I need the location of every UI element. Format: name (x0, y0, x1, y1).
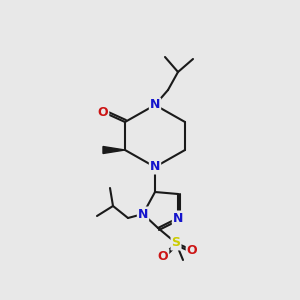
Text: O: O (98, 106, 108, 118)
Text: N: N (173, 212, 183, 224)
Text: S: S (172, 236, 181, 250)
Polygon shape (103, 146, 125, 154)
Text: N: N (138, 208, 148, 220)
Text: N: N (150, 98, 160, 112)
Text: O: O (158, 250, 168, 262)
Text: N: N (150, 160, 160, 173)
Text: O: O (187, 244, 197, 256)
